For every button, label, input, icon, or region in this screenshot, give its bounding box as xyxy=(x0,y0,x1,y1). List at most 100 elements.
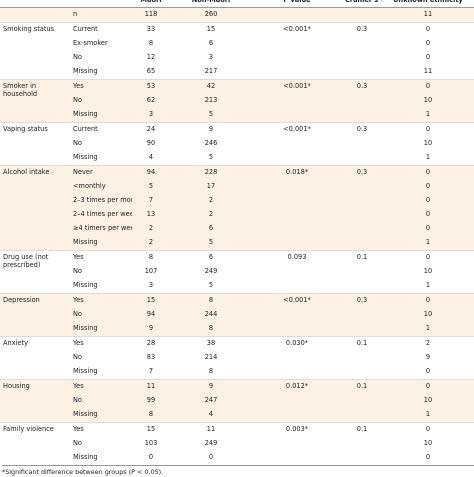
value-cell: 10 xyxy=(423,139,433,148)
value-cell: 0 xyxy=(382,165,474,180)
value-cell: 0 xyxy=(382,293,474,308)
category-cell: Yes xyxy=(70,422,132,437)
value-cell xyxy=(342,265,382,279)
value-cell: 0 xyxy=(425,53,431,62)
category-cell: Missing xyxy=(73,367,98,376)
value-cell: 0 xyxy=(382,422,474,437)
value-cell: 11 xyxy=(382,7,474,23)
value-cell xyxy=(252,180,342,194)
value-cell: 10 xyxy=(382,94,474,108)
value-cell: 1 xyxy=(382,408,474,423)
category-cell: No xyxy=(70,394,132,408)
value-cell: 4 xyxy=(148,153,154,162)
value-cell: 10 xyxy=(382,308,474,322)
table-row: Missing 3 5 1 xyxy=(0,108,474,123)
category-cell: No xyxy=(70,308,132,322)
value-cell: <0.001* xyxy=(252,293,342,308)
variable-cell xyxy=(0,7,70,23)
value-cell xyxy=(342,279,382,294)
table-row: Missing 2 5 1 xyxy=(0,236,474,251)
value-cell: 1 xyxy=(425,281,431,290)
category-cell: 2–3 times per month xyxy=(70,194,132,208)
header-row: Māori Non-Māori P value Cramer's V Unknown e… xyxy=(0,0,474,8)
table-row: Ex-smoker 8 6 0 xyxy=(0,37,474,51)
value-cell: 5 xyxy=(208,153,214,162)
value-cell: 0.3 xyxy=(342,122,382,137)
value-cell: 53 xyxy=(132,79,170,94)
table-row: Family violence Yes 15 11 0.003* 0.1 0 xyxy=(0,422,474,465)
table-row: No 99 247 10 xyxy=(0,394,474,408)
value-cell: 13 xyxy=(132,208,170,222)
table-row: Missing 3 5 1 xyxy=(0,279,474,294)
value-cell: 2 xyxy=(132,236,170,251)
header-cell: Cramer's V xyxy=(342,0,382,8)
value-cell: 0 xyxy=(382,79,474,94)
category-cell: Missing xyxy=(73,281,98,290)
value-cell: 62 xyxy=(132,94,170,108)
value-cell: 8 xyxy=(132,408,170,423)
value-cell: 0 xyxy=(382,22,474,37)
table-row: 2–3 times per month72 0 xyxy=(0,194,474,208)
value-cell: 260 xyxy=(170,7,252,23)
value-cell xyxy=(252,308,342,322)
value-cell: <0.001* xyxy=(252,122,342,137)
category-cell: 2–4 times per week xyxy=(70,208,132,222)
value-cell: 0 xyxy=(425,39,431,48)
value-cell xyxy=(342,408,382,423)
value-cell: 0 xyxy=(382,379,474,394)
value-cell: 3 xyxy=(208,53,214,62)
value-cell: 5 xyxy=(170,236,252,251)
value-cell xyxy=(252,236,342,251)
value-cell xyxy=(252,365,342,380)
value-cell: 38 xyxy=(170,336,252,351)
category-cell: Missing xyxy=(70,322,132,337)
table-row: ≥4 timers per week 2 6 0 xyxy=(0,222,474,236)
table-body: n 118 260 11 Smoking status Current 33 15 <0.001… xyxy=(0,7,474,465)
value-cell: 8 xyxy=(170,293,252,308)
value-cell: 228 xyxy=(170,165,252,180)
value-cell: 0 xyxy=(148,453,154,462)
value-cell: 10 xyxy=(382,394,474,408)
value-cell: 7 xyxy=(132,194,170,208)
value-cell: 1 xyxy=(382,108,474,123)
category-cell: Never xyxy=(70,165,132,180)
category-cell: Missing xyxy=(70,108,132,123)
value-cell: 1 xyxy=(382,322,474,337)
value-cell: 5 xyxy=(170,108,252,123)
value-cell xyxy=(252,351,342,365)
value-cell: 28 xyxy=(132,336,170,351)
table-row: No 107 249 10 xyxy=(0,265,474,279)
value-cell: 0.3 xyxy=(342,165,382,180)
variable-cell: Drug use (not prescribed) xyxy=(0,250,70,294)
value-cell xyxy=(252,151,342,166)
header-cell: P value xyxy=(252,0,342,8)
value-cell xyxy=(252,65,342,80)
variable-cell: Housing xyxy=(0,379,70,423)
variable-cell: Smoking status xyxy=(0,22,70,80)
value-cell: 214 xyxy=(204,353,218,362)
table-row: Missing 0 0 0 xyxy=(0,451,474,465)
value-cell: 0 xyxy=(382,122,474,137)
value-cell: 94 xyxy=(132,308,170,322)
value-cell xyxy=(342,451,382,465)
value-cell: 103 xyxy=(144,439,158,448)
value-cell: 0.3 xyxy=(342,293,382,308)
value-cell: 9 xyxy=(425,353,431,362)
table-row: <monthly 5 17 0 xyxy=(0,180,474,194)
category-cell: No xyxy=(73,267,82,276)
value-cell: 0.003* xyxy=(252,422,342,437)
value-cell: 0 xyxy=(382,250,474,265)
category-cell: Current xyxy=(70,122,132,137)
value-cell: 0.018* xyxy=(252,165,342,180)
value-cell xyxy=(342,65,382,80)
value-cell xyxy=(342,394,382,408)
value-cell xyxy=(252,394,342,408)
value-cell xyxy=(342,51,382,65)
category-cell: No xyxy=(73,139,82,148)
table-row: 2–4 times per week 13 2 0 xyxy=(0,208,474,222)
value-cell: 11 xyxy=(170,422,252,437)
value-cell: 0 xyxy=(208,453,214,462)
value-cell xyxy=(342,137,382,151)
value-cell xyxy=(342,236,382,251)
